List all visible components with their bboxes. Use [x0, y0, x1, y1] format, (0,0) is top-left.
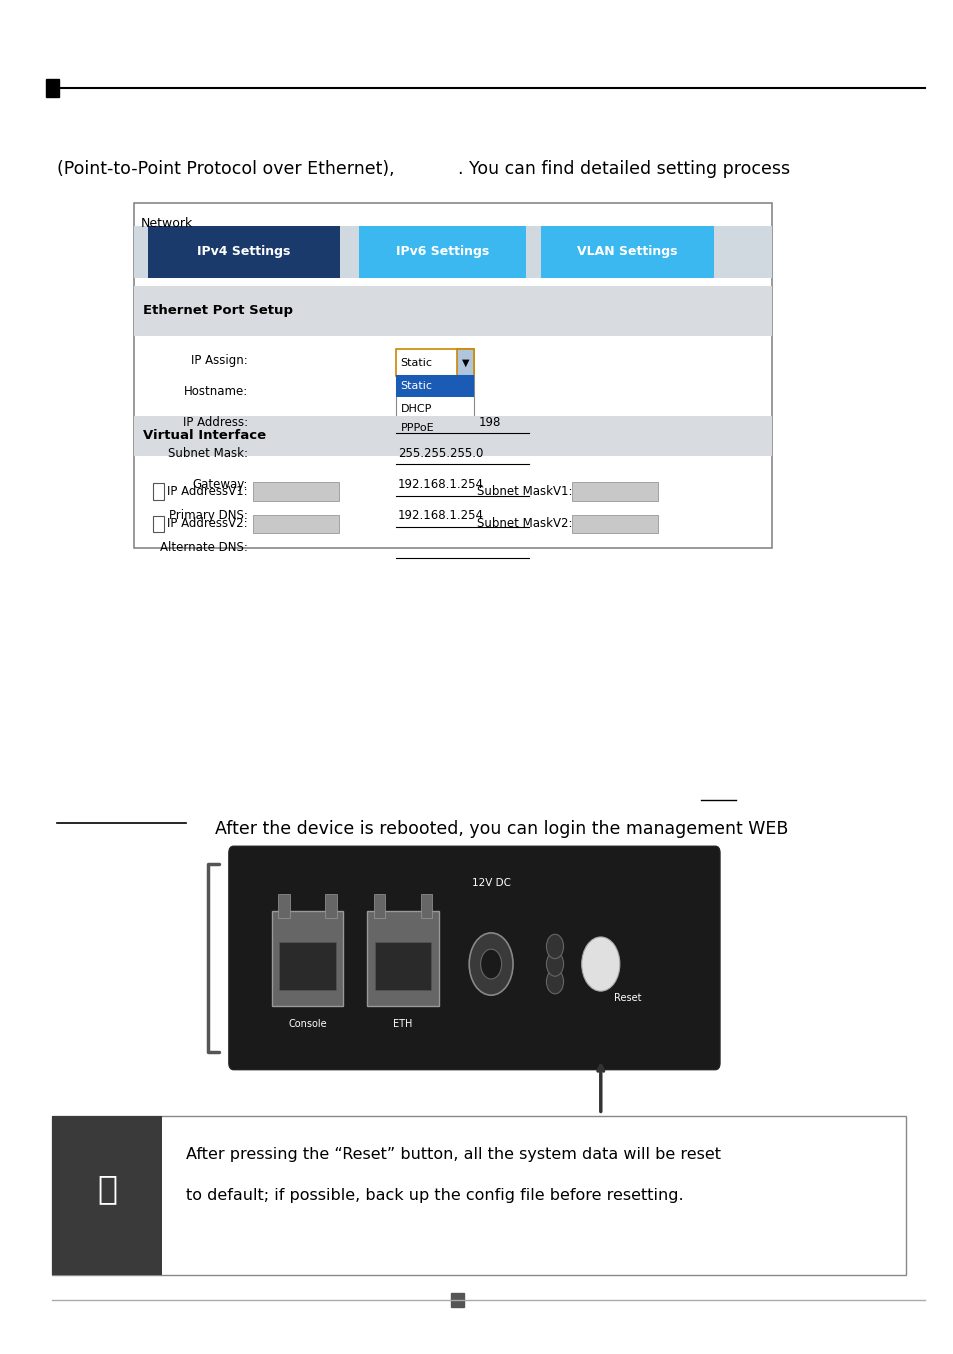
Circle shape: [480, 949, 501, 979]
Text: IP AddressV2:: IP AddressV2:: [167, 517, 247, 531]
Bar: [374, 894, 385, 918]
Bar: [133, 203, 772, 548]
Bar: [572, 482, 658, 501]
Circle shape: [546, 952, 563, 976]
Bar: [52, 1116, 905, 1275]
Bar: [358, 226, 525, 278]
Text: Virtual Interface: Virtual Interface: [143, 429, 266, 443]
Text: . You can find detailed setting process: . You can find detailed setting process: [457, 160, 789, 179]
Text: Subnet MaskV1:: Subnet MaskV1:: [476, 485, 572, 498]
Bar: [133, 226, 772, 278]
Text: Reset: Reset: [613, 992, 640, 1003]
Bar: [46, 79, 59, 97]
Text: 12V DC: 12V DC: [471, 877, 510, 888]
Bar: [451, 1293, 464, 1307]
Circle shape: [469, 933, 513, 995]
Bar: [253, 482, 338, 501]
Bar: [420, 894, 432, 918]
Bar: [152, 516, 164, 532]
Text: 192.168.1.254: 192.168.1.254: [397, 478, 483, 492]
Circle shape: [546, 969, 563, 994]
Text: Console: Console: [288, 1018, 327, 1029]
Bar: [133, 416, 772, 456]
Text: IP AddressV1:: IP AddressV1:: [167, 485, 247, 498]
Text: Primary DNS:: Primary DNS:: [169, 509, 248, 523]
Circle shape: [546, 934, 563, 959]
Text: IP Assign:: IP Assign:: [191, 353, 248, 367]
Text: 198: 198: [478, 416, 500, 429]
Text: Alternate DNS:: Alternate DNS:: [160, 540, 248, 554]
Text: 192.168.1.254: 192.168.1.254: [397, 509, 483, 523]
Bar: [395, 375, 474, 439]
Text: ▼: ▼: [461, 357, 469, 368]
Text: IPv6 Settings: IPv6 Settings: [395, 245, 489, 259]
Text: to default; if possible, back up the config file before resetting.: to default; if possible, back up the con…: [186, 1187, 683, 1204]
Bar: [367, 911, 438, 1006]
Bar: [375, 942, 431, 990]
Text: DHCP: DHCP: [400, 403, 432, 414]
Bar: [152, 483, 164, 500]
FancyBboxPatch shape: [229, 846, 720, 1070]
Text: 255.255.255.0: 255.255.255.0: [397, 447, 482, 460]
Text: Subnet MaskV2:: Subnet MaskV2:: [476, 517, 572, 531]
Bar: [572, 515, 658, 533]
Bar: [456, 349, 474, 376]
Bar: [540, 226, 714, 278]
Bar: [148, 226, 339, 278]
Text: Gateway:: Gateway:: [193, 478, 248, 492]
Bar: [272, 911, 343, 1006]
Text: IPv4 Settings: IPv4 Settings: [197, 245, 291, 259]
Text: After pressing the “Reset” button, all the system data will be reset: After pressing the “Reset” button, all t…: [186, 1147, 720, 1163]
Text: After the device is rebooted, you can login the management WEB: After the device is rebooted, you can lo…: [214, 819, 787, 838]
Bar: [133, 286, 772, 336]
Text: Ethernet Port Setup: Ethernet Port Setup: [143, 305, 293, 317]
Bar: [325, 894, 336, 918]
Text: (Point-to-Point Protocol over Ethernet),: (Point-to-Point Protocol over Ethernet),: [57, 160, 395, 179]
Text: 📝: 📝: [97, 1173, 117, 1205]
Text: Hostname:: Hostname:: [184, 385, 248, 398]
Bar: [253, 515, 338, 533]
Text: Network: Network: [141, 217, 193, 230]
Bar: [395, 349, 474, 376]
Bar: [52, 1116, 162, 1275]
Text: ETH: ETH: [393, 1018, 412, 1029]
Text: Static: Static: [400, 380, 432, 391]
Bar: [395, 375, 474, 397]
Text: Static: Static: [400, 357, 432, 368]
Bar: [279, 942, 335, 990]
Text: PPPoE: PPPoE: [400, 422, 434, 433]
Text: VLAN Settings: VLAN Settings: [577, 245, 677, 259]
Bar: [278, 894, 290, 918]
Text: Subnet Mask:: Subnet Mask:: [168, 447, 248, 460]
Circle shape: [581, 937, 619, 991]
Text: IP Address:: IP Address:: [183, 416, 248, 429]
